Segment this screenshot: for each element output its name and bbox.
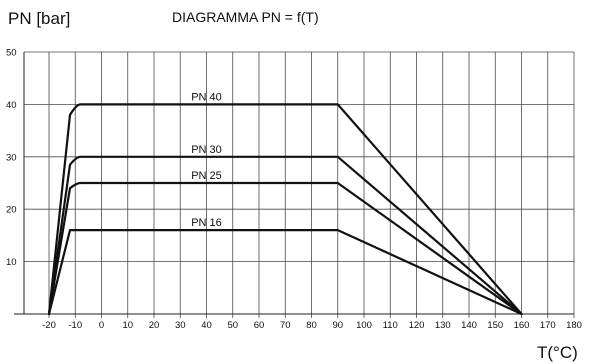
series-labels: PN 40 PN 30 PN 25 PN 16 <box>191 91 222 229</box>
x-tick-label: 130 <box>435 320 451 331</box>
x-tick-label: 40 <box>201 320 212 331</box>
x-tick-label: 170 <box>540 320 556 331</box>
x-tick-label: 150 <box>487 320 503 331</box>
y-tick-label: 20 <box>6 205 17 216</box>
x-tick-label: 140 <box>461 320 477 331</box>
series-line-pn-16 <box>47 229 523 316</box>
series-label-pn-25: PN 25 <box>191 170 222 182</box>
x-tick-label: 50 <box>227 320 238 331</box>
y-axis-label: PN [bar] <box>8 9 70 28</box>
x-tick-label: -20 <box>42 320 56 331</box>
x-tick-label: 60 <box>254 320 265 331</box>
series-label-pn-16: PN 16 <box>191 217 222 229</box>
y-tick-label: 50 <box>6 48 17 59</box>
x-tick-label: 30 <box>175 320 186 331</box>
x-tick-label: 90 <box>332 320 343 331</box>
x-tick-label: -10 <box>68 320 82 331</box>
x-tick-label: 0 <box>99 320 104 331</box>
x-tick-label: 120 <box>409 320 425 331</box>
series-lines <box>47 103 523 316</box>
y-tick-label: 10 <box>6 257 17 268</box>
x-tick-label: 180 <box>566 320 582 331</box>
series-label-pn-30: PN 30 <box>191 144 222 156</box>
series-line-pn-40 <box>47 103 523 316</box>
series-label-pn-40: PN 40 <box>191 91 222 103</box>
series-line-pn-30 <box>47 155 523 316</box>
x-tick-label: 70 <box>280 320 291 331</box>
x-axis-label: T(°C) <box>537 343 578 362</box>
x-tick-label: 80 <box>306 320 317 331</box>
y-tick-label: 40 <box>6 100 17 111</box>
tick-labels: 10 20 30 40 50 -20 -10 0 10 20 30 40 50 60 70 80 90 100 11… <box>6 48 582 332</box>
y-tick-label: 30 <box>6 152 17 163</box>
series-line-pn-25 <box>47 181 523 316</box>
x-tick-label: 100 <box>356 320 372 331</box>
chart-title: DIAGRAMMA PN = f(T) <box>172 9 319 25</box>
x-tick-label: 160 <box>514 320 530 331</box>
x-tick-label: 20 <box>149 320 160 331</box>
x-tick-label: 110 <box>383 320 398 331</box>
x-tick-label: 10 <box>122 320 133 331</box>
